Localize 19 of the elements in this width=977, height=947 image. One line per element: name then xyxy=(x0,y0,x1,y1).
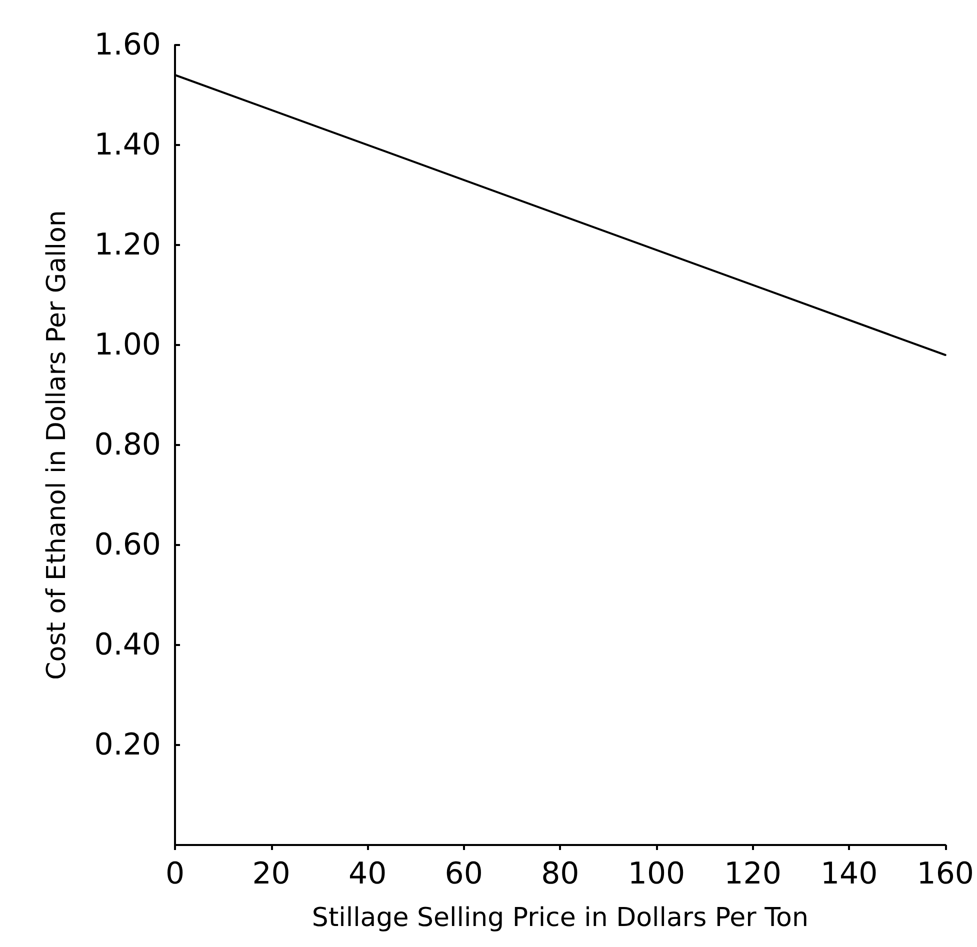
x-tick-label: 160 xyxy=(916,856,974,892)
y-tick-label: 1.20 xyxy=(94,228,161,262)
x-tick-label: 120 xyxy=(724,856,782,892)
y-axis-title: Cost of Ethanol in Dollars Per Gallon xyxy=(42,210,72,680)
y-tick-label: 1.00 xyxy=(94,328,161,362)
x-tick-label: 100 xyxy=(628,856,686,892)
y-tick-label: 1.40 xyxy=(94,128,161,162)
y-tick-label: 1.60 xyxy=(94,28,161,62)
x-tick-label: 80 xyxy=(541,856,580,892)
y-tick-label: 0.80 xyxy=(94,428,161,462)
x-tick-label: 20 xyxy=(252,856,290,892)
y-tick-label: 0.20 xyxy=(94,728,161,762)
x-tick-label: 40 xyxy=(348,856,387,892)
x-tick-label: 0 xyxy=(165,856,185,892)
x-axis-title: Stillage Selling Price in Dollars Per Ton xyxy=(312,903,808,933)
y-tick-label: 0.40 xyxy=(94,628,161,662)
x-tick-label: 60 xyxy=(444,856,483,892)
x-tick-label: 140 xyxy=(820,856,878,892)
y-tick-label: 0.60 xyxy=(94,528,161,562)
